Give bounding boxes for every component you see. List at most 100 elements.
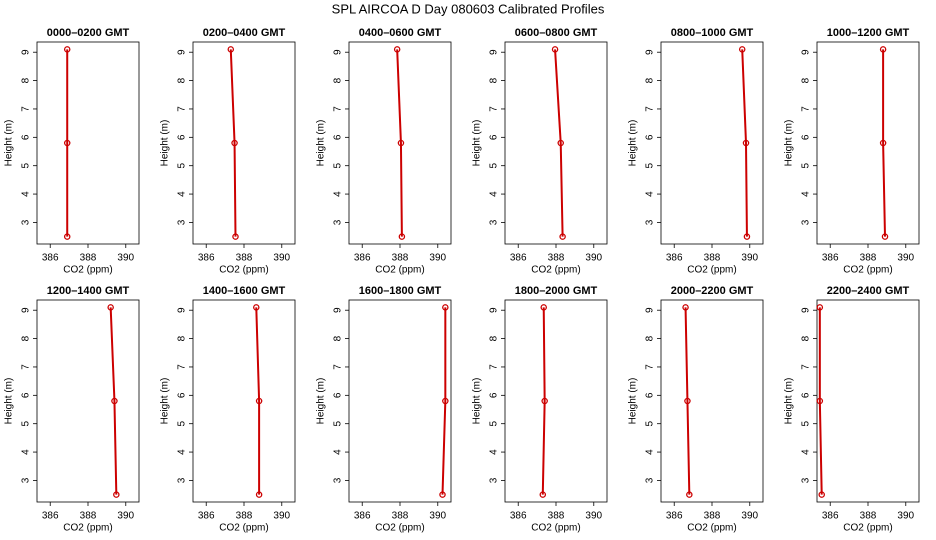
x-tick-label: 386 (198, 511, 215, 522)
x-tick-label: 388 (860, 511, 877, 522)
y-tick-label: 7 (21, 364, 32, 370)
data-point (63, 233, 71, 240)
x-tick-label: 388 (392, 253, 409, 264)
y-tick-label: 7 (333, 364, 344, 370)
y-tick-label: 5 (801, 162, 812, 168)
y-tick-label: 6 (333, 134, 344, 140)
y-tick-label: 4 (645, 191, 656, 197)
x-tick-label: 390 (273, 253, 290, 264)
y-tick-label: 9 (177, 49, 188, 55)
profile-line (229, 49, 237, 237)
x-axis-label: CO2 (ppm) (375, 523, 424, 534)
profile-line (882, 49, 886, 237)
y-tick-label: 4 (489, 449, 500, 455)
y-tick-label: 7 (21, 106, 32, 112)
x-tick-label: 388 (236, 511, 253, 522)
x-tick-label: 386 (666, 511, 683, 522)
profile-line (554, 49, 564, 237)
data-point (439, 491, 446, 498)
y-tick-label: 6 (801, 134, 812, 140)
profile-line (541, 307, 546, 495)
data-point (879, 46, 887, 53)
data-point (398, 233, 406, 240)
x-axis-label: CO2 (ppm) (219, 523, 268, 534)
y-tick-label: 5 (489, 162, 500, 168)
x-tick-label: 386 (198, 253, 215, 264)
x-tick-label: 390 (741, 511, 758, 522)
y-tick-label: 6 (801, 392, 812, 398)
page-title: SPL AIRCOA D Day 080603 Calibrated Profi… (332, 1, 605, 16)
y-tick-label: 4 (177, 449, 188, 455)
panel-title: 2200–2400 GMT (827, 285, 910, 297)
y-tick-label: 7 (489, 364, 500, 370)
y-tick-label: 9 (177, 307, 188, 313)
y-tick-label: 3 (333, 477, 344, 483)
panel-title: 1800–2000 GMT (515, 285, 598, 297)
x-axis-label: CO2 (ppm) (687, 265, 736, 276)
y-tick-label: 5 (645, 420, 656, 426)
x-tick-label: 386 (42, 253, 59, 264)
y-tick-label: 8 (801, 335, 812, 341)
y-tick-label: 9 (333, 307, 344, 313)
data-point (559, 233, 566, 240)
data-point (255, 397, 263, 405)
x-tick-label: 386 (42, 511, 59, 522)
x-axis-label: CO2 (ppm) (219, 265, 268, 276)
data-point (227, 46, 235, 53)
x-tick-label: 386 (510, 253, 527, 264)
y-tick-label: 8 (489, 335, 500, 341)
profile-line (684, 307, 691, 495)
x-tick-label: 390 (741, 253, 758, 264)
y-tick-label: 8 (333, 335, 344, 341)
plot-frame (504, 299, 608, 503)
data-point (541, 397, 548, 405)
y-axis-label: Height (m) (472, 120, 483, 167)
x-axis-label: CO2 (ppm) (63, 523, 112, 534)
data-point (113, 491, 120, 498)
y-tick-label: 3 (489, 477, 500, 483)
data-point (442, 304, 449, 311)
y-tick-label: 8 (177, 335, 188, 341)
data-point (816, 304, 824, 311)
x-tick-label: 388 (860, 253, 877, 264)
y-tick-label: 4 (801, 449, 812, 455)
data-point (738, 46, 746, 53)
y-axis-label: Height (m) (784, 120, 795, 167)
data-point (879, 139, 887, 147)
y-tick-label: 9 (489, 307, 500, 313)
y-tick-label: 3 (21, 219, 32, 225)
x-tick-label: 390 (117, 253, 134, 264)
x-axis-label: CO2 (ppm) (843, 523, 892, 534)
y-tick-label: 6 (489, 134, 500, 140)
x-axis-label: CO2 (ppm) (687, 523, 736, 534)
y-tick-label: 7 (177, 364, 188, 370)
y-tick-label: 9 (21, 307, 32, 313)
x-tick-label: 386 (354, 511, 371, 522)
y-axis-label: Height (m) (316, 378, 327, 425)
y-tick-label: 3 (333, 219, 344, 225)
y-tick-label: 9 (333, 49, 344, 55)
y-tick-label: 8 (21, 77, 32, 83)
plot-frame (36, 299, 140, 503)
y-tick-label: 7 (645, 364, 656, 370)
data-point (684, 397, 691, 405)
profile-line (818, 307, 823, 495)
data-point (539, 491, 547, 498)
data-point (255, 491, 263, 498)
y-tick-label: 4 (489, 191, 500, 197)
data-point (540, 304, 547, 311)
y-tick-label: 6 (645, 134, 656, 140)
data-point (63, 46, 71, 53)
data-point (63, 139, 71, 147)
y-tick-label: 3 (645, 477, 656, 483)
x-tick-label: 390 (585, 511, 602, 522)
data-point (393, 46, 401, 53)
y-tick-label: 5 (645, 162, 656, 168)
data-point (111, 397, 118, 405)
plot-frame (348, 299, 452, 503)
data-point (881, 233, 889, 240)
y-tick-label: 9 (21, 49, 32, 55)
profile-line (109, 307, 118, 495)
y-tick-label: 9 (645, 307, 656, 313)
y-tick-label: 5 (177, 162, 188, 168)
